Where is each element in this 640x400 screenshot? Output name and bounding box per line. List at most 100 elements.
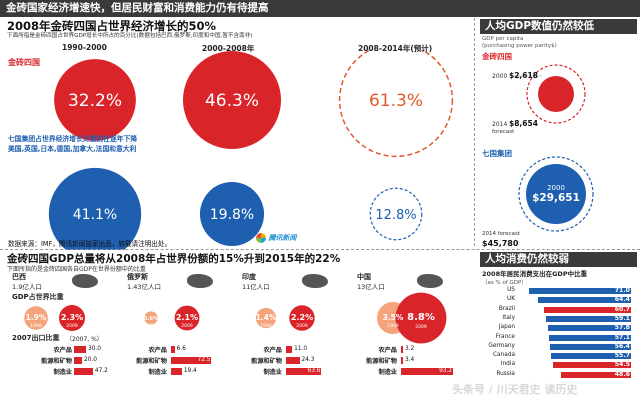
brics-2000-value: $2,618 — [509, 71, 538, 80]
consumption-value: 48.6 — [614, 370, 630, 378]
share-1999-circle — [255, 307, 277, 329]
industry-label: 能源和矿物 — [41, 358, 72, 365]
logo: 腾讯新闻 — [256, 233, 296, 243]
source-note: 数据来源：IMF，腾讯新闻独家出品，转载请注明出处。 — [8, 240, 172, 248]
consumption-value: 64.4 — [614, 296, 630, 304]
brics-growth-value: 46.3% — [205, 91, 259, 111]
g7-2000-label: 2000 — [547, 184, 565, 192]
industry-bar — [401, 357, 403, 364]
growth-title: 2008年金砖四国占世界经济增长的50% — [7, 19, 217, 33]
brics-label: 金砖四国 — [8, 58, 40, 67]
consumption-country: Germany — [488, 342, 515, 349]
divider-vertical — [474, 18, 475, 246]
consumption-unit: （as % of GDP） — [482, 280, 527, 286]
brics-2014-label: 2014 — [492, 121, 507, 128]
share-1999-year: 1999 — [30, 323, 42, 329]
industry-value: 47.2 — [94, 368, 108, 374]
consumption-country: India — [500, 361, 515, 368]
industry-label: 制造业 — [53, 369, 72, 376]
country-population: 13亿人口 — [357, 283, 385, 291]
consumption-value: 54.5 — [614, 361, 630, 369]
g7-label: 七国集团占世界经济增长比重则在逐年下降 — [8, 135, 138, 143]
share-1999-value: 1.4% — [256, 313, 277, 322]
consumption-value: 55.7 — [614, 352, 630, 360]
brics-2014-forecast: forecast — [492, 129, 515, 135]
share-2009-value: 8.8% — [407, 312, 435, 323]
page-header: 金砖国家经济增速快，但居民财富和消费能力仍有待提高 — [0, 0, 640, 17]
divider-horizontal — [0, 249, 640, 250]
share-2009-year: 2009 — [415, 324, 427, 330]
share-1999-value: 1.9% — [26, 313, 47, 322]
share-subtitle: 下面所指的是金砖四国各自GDP在世界份额中的比重 — [7, 266, 146, 273]
gdp-pc-title: 人均GDP数值仍然较低 — [480, 19, 637, 34]
consumption-bar — [547, 325, 631, 332]
country-name: 中国 — [357, 273, 371, 281]
consumption-bar — [552, 362, 631, 369]
consumption-country: UK — [506, 296, 515, 303]
consumption-value: 57.1 — [614, 333, 630, 341]
industry-label: 能源和矿物 — [136, 358, 167, 365]
consumption-value: 56.4 — [614, 342, 630, 350]
gdp-share-circles: 1.4%1999 2.2%2009 — [255, 305, 315, 331]
g7-2000-circle — [526, 164, 586, 224]
gdp-pc-g7-label: 七国集团 — [482, 149, 512, 158]
consumption-value: 59.1 — [614, 314, 630, 322]
share-1999-year: 1999 — [145, 323, 157, 329]
country-panel: 俄罗斯 1.43亿人口 0.6% 1999 2.1% 2009 农产品 6.6 能源和矿物 72.… — [127, 272, 239, 380]
consumption-country: Canada — [492, 352, 515, 359]
g7-growth-value: 19.8% — [210, 207, 254, 223]
consumption-subtitle: 2008年居民消费支出在GDP中比重 — [482, 270, 588, 278]
share-2009-year: 2009 — [66, 323, 78, 329]
brics-2014-value: $8,654 — [509, 119, 538, 128]
gdp-pc-unit: GDP per capita (purchasing power parity$) — [482, 36, 557, 49]
logo-icon — [256, 233, 266, 243]
share-1999-year: 1999 — [387, 323, 399, 329]
country-map-icon — [187, 274, 213, 288]
industry-value: 30.0 — [88, 346, 101, 352]
industry-label: 能源和矿物 — [366, 358, 397, 365]
consumption-bar — [546, 315, 631, 322]
country-population: 11亿人口 — [242, 283, 270, 291]
period-1: 1990-2000 — [62, 43, 107, 52]
share-2009-value: 2.2% — [291, 313, 313, 322]
consumption-value: 71.0 — [614, 287, 630, 294]
industry-value: 19.4 — [183, 368, 197, 374]
brics-growth-value: 61.3% — [369, 91, 423, 111]
consumption-bar — [543, 306, 631, 313]
consumption-bar — [549, 343, 631, 350]
consumption-bar — [529, 288, 631, 294]
brics-growth-circle — [338, 50, 454, 158]
industry-bar — [74, 357, 82, 364]
growth-subtitle: 下面所指是金砖四国占世界GDP增长中所占的百分比(数据包括巴西,俄罗斯,印度和中… — [7, 33, 253, 39]
g7-growth-value: 41.1% — [73, 207, 117, 223]
industry-label: 农产品 — [148, 347, 167, 354]
g7-growth-circle — [369, 187, 423, 241]
gdp-share-circles: 0.6%1999 2.1%2009 — [143, 305, 200, 331]
consumption-country: France — [495, 333, 515, 340]
country-population: 1.43亿人口 — [127, 283, 161, 291]
industry-label: 制造业 — [263, 369, 282, 376]
g7-growth-circle — [48, 167, 142, 250]
country-panel: 印度 11亿人口 1.4% 1999 2.2% 2009 农产品 11.0 能源和矿物 24.3 制… — [242, 272, 354, 380]
industry-value: 20.0 — [84, 357, 97, 363]
share-title: 金砖四国GDP总量将从2008年占世界份额的15%升到2015年的22% — [7, 253, 341, 265]
share-2009-year: 2009 — [296, 323, 308, 329]
country-population: 1.9亿人口 — [12, 283, 42, 291]
consumption-country: US — [507, 287, 515, 293]
consumption-value: 57.8 — [614, 324, 630, 332]
country-panel: 中国 13亿人口 3.5% 1999 8.8% 2009 农产品 3.2 能源和矿物 3.4 制造业… — [357, 272, 469, 380]
industry-value: 72.5 — [197, 357, 211, 363]
gdp-share-circles: 1.9%1999 2.3%2009 — [24, 305, 85, 331]
industry-bar — [74, 368, 93, 375]
industry-value: 3.2 — [405, 346, 415, 352]
share-1999-value: 0.6% — [143, 316, 159, 322]
period-2: 2000-2008年 — [202, 44, 255, 53]
brics-2000-circle — [538, 76, 574, 112]
industry-bar — [171, 357, 212, 364]
country-map-icon — [72, 274, 98, 288]
industry-bar — [401, 346, 403, 353]
consumption-bar — [538, 297, 631, 304]
industry-bar — [286, 368, 322, 375]
share-1999-circle — [24, 306, 48, 330]
share-2009-circle — [174, 305, 200, 331]
